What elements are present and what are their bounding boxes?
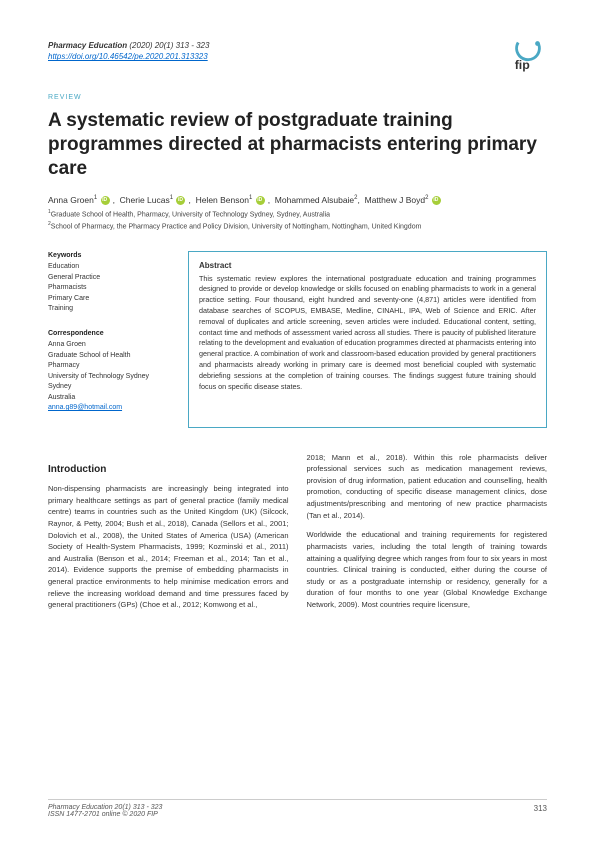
- journal-name: Pharmacy Education: [48, 41, 127, 50]
- corr-line: Anna Groen: [48, 340, 168, 351]
- intro-paragraph: Non-dispensing pharmacists are increasin…: [48, 483, 289, 611]
- corr-line: University of Technology Sydney: [48, 372, 168, 383]
- page-footer: Pharmacy Education 20(1) 313 - 323 ISSN …: [48, 799, 547, 818]
- intro-paragraph: 2018; Mann et al., 2018). Within this ro…: [307, 452, 548, 522]
- affiliation: 2School of Pharmacy, the Pharmacy Practi…: [48, 221, 547, 233]
- keyword: Pharmacists: [48, 283, 168, 294]
- corr-line: Australia: [48, 393, 168, 404]
- article-title: A systematic review of postgraduate trai…: [48, 109, 547, 180]
- keywords-heading: Keywords: [48, 251, 168, 262]
- affiliations: 1Graduate School of Health, Pharmacy, Un…: [48, 209, 547, 233]
- orcid-icon: [432, 196, 441, 205]
- correspondence-block: Correspondence Anna Groen Graduate Schoo…: [48, 329, 168, 414]
- abstract-heading: Abstract: [199, 260, 536, 272]
- corr-line: Pharmacy: [48, 361, 168, 372]
- author: Anna Groen1: [48, 195, 113, 205]
- column-left: Introduction Non-dispensing pharmacists …: [48, 452, 289, 611]
- abstract-box: Abstract This systematic review explores…: [188, 251, 547, 428]
- keyword: Education: [48, 262, 168, 273]
- keyword: Primary Care: [48, 294, 168, 305]
- author: Helen Benson1: [196, 195, 268, 205]
- orcid-icon: [256, 196, 265, 205]
- affiliation: 1Graduate School of Health, Pharmacy, Un…: [48, 209, 547, 221]
- body-columns: Introduction Non-dispensing pharmacists …: [48, 452, 547, 611]
- abstract-text: This systematic review explores the inte…: [199, 274, 536, 393]
- keyword: Training: [48, 304, 168, 315]
- author: Mohammed Alsubaie2: [275, 195, 358, 205]
- header-citation: Pharmacy Education (2020) 20(1) 313 - 32…: [48, 40, 547, 62]
- correspondence-heading: Correspondence: [48, 329, 168, 340]
- orcid-icon: [176, 196, 185, 205]
- corr-line: Sydney: [48, 382, 168, 393]
- author: Matthew J Boyd2: [365, 195, 444, 205]
- corr-email-link[interactable]: anna.g89@hotmail.com: [48, 404, 122, 411]
- intro-paragraph: Worldwide the educational and training r…: [307, 529, 548, 610]
- author: Cherie Lucas1: [120, 195, 189, 205]
- page-number: 313: [534, 804, 547, 818]
- footer-citation: Pharmacy Education 20(1) 313 - 323 ISSN …: [48, 804, 162, 818]
- doi-link[interactable]: https://doi.org/10.46542/pe.2020.201.313…: [48, 52, 208, 61]
- authors-list: Anna Groen1 , Cherie Lucas1 , Helen Bens…: [48, 195, 547, 205]
- column-right: 2018; Mann et al., 2018). Within this ro…: [307, 452, 548, 611]
- keyword: General Practice: [48, 273, 168, 284]
- svg-text:fip: fip: [515, 58, 531, 72]
- sidebar: Keywords Education General Practice Phar…: [48, 251, 168, 428]
- section-label: REVIEW: [48, 94, 547, 101]
- fip-logo: fip: [509, 35, 547, 73]
- meta-row: Keywords Education General Practice Phar…: [48, 251, 547, 428]
- keywords-block: Keywords Education General Practice Phar…: [48, 251, 168, 315]
- introduction-heading: Introduction: [48, 462, 289, 478]
- citation-text: (2020) 20(1) 313 - 323: [129, 41, 209, 50]
- corr-line: Graduate School of Health: [48, 351, 168, 362]
- orcid-icon: [101, 196, 110, 205]
